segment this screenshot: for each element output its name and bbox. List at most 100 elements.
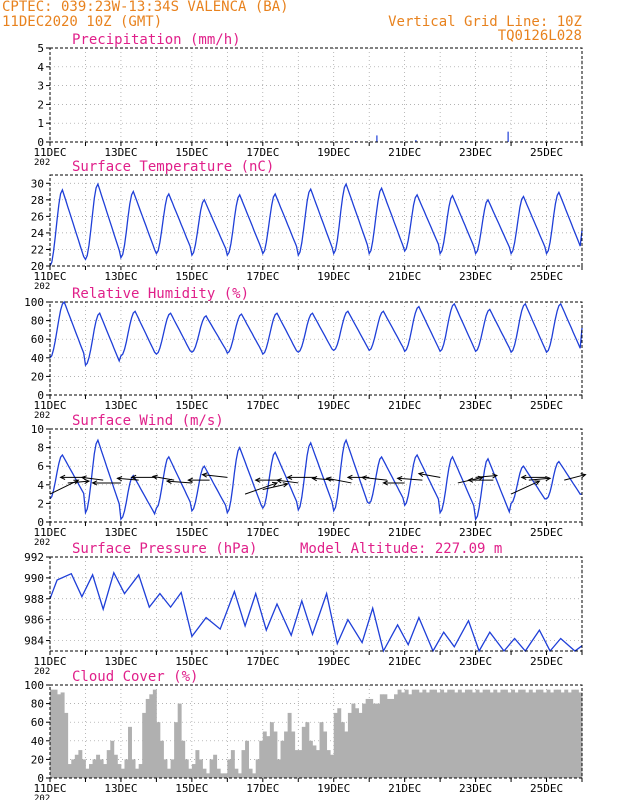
model-id: TQ0126L028 (497, 28, 582, 44)
cloud-bar (330, 754, 335, 778)
wind-arrow-head (201, 472, 208, 478)
wind-arrow-head (187, 477, 194, 483)
cloud-bar (532, 692, 537, 778)
cloud-bar (482, 689, 487, 778)
cloud-bar (184, 759, 189, 778)
wind-title: Surface Wind (m/s) (72, 413, 224, 429)
cloud-bar (142, 712, 147, 778)
humidity-xtick-label: 13DEC (104, 399, 137, 412)
cloud-bar (493, 689, 498, 778)
wind-arrow-head (520, 474, 527, 480)
cloud-bar (92, 759, 97, 778)
cloud-bar (397, 689, 402, 778)
cloud-xtick-label: 17DEC (246, 782, 279, 795)
cloud-bar (468, 689, 473, 778)
cloud-bar (53, 689, 58, 778)
wind-xtick-label: 21DEC (388, 526, 421, 539)
wind-arrow-head (325, 476, 332, 482)
wind-arrow-head (545, 476, 552, 482)
cloud-bar (436, 692, 441, 778)
cloud-xtick-label: 19DEC (317, 782, 350, 795)
cloud-bar (57, 694, 62, 778)
humidity-ytick-label: 100 (24, 296, 44, 309)
cloud-bar (379, 694, 384, 778)
precipitation-ytick-label: 1 (37, 117, 44, 130)
temperature-xtick-label: 21DEC (388, 270, 421, 283)
vertical-grid-note: Vertical Grid Line: 10Z (388, 14, 582, 30)
wind-arrow (510, 480, 540, 495)
wind-arrow (312, 477, 334, 481)
cloud-bar (560, 692, 565, 778)
cloud-bar (99, 759, 104, 778)
precipitation-frame (49, 47, 583, 143)
cloud-bar (113, 754, 118, 778)
cloud-bar (198, 759, 203, 778)
cloud-bar (337, 708, 342, 778)
humidity-xtick-label: 17DEC (246, 399, 279, 412)
cloud-bar (489, 692, 494, 778)
temperature-xtick-label: 23DEC (459, 270, 492, 283)
wind-xtick-label: 13DEC (104, 526, 137, 539)
cloud-bar (464, 689, 469, 778)
cloud-bar (450, 689, 455, 778)
wind-arrow-head (91, 480, 98, 486)
humidity-ytick-label: 80 (31, 315, 44, 328)
humidity-ytick-label: 60 (31, 333, 44, 346)
precipitation-year-label: 202 (34, 158, 50, 168)
cloud-bar (237, 773, 242, 778)
cloud-bar (50, 689, 54, 778)
cloud-bar (486, 689, 491, 778)
cloud-bar (454, 692, 459, 778)
cloud-bar (511, 689, 516, 778)
station-header: CPTEC: 039:23W-13:34S VALENCA (BA) (2, 0, 289, 15)
cloud-bar (152, 689, 157, 778)
cloud-bar (131, 759, 136, 778)
cloud-bar (347, 712, 352, 778)
cloud-bar (394, 694, 398, 778)
cloud-bar (433, 689, 437, 778)
wind-ytick-label: 10 (31, 423, 44, 436)
humidity-ytick-label: 40 (31, 352, 44, 365)
humidity-xtick-label: 23DEC (459, 399, 492, 412)
cloud-bar (340, 722, 345, 778)
cloud-bar (294, 750, 299, 778)
cloud-bar (475, 689, 480, 778)
wind-arrow (202, 474, 228, 478)
cloud-bar (96, 754, 101, 778)
cloud-bar (415, 689, 420, 778)
cloud-bar (85, 768, 90, 778)
temperature-xtick-label: 11DEC (33, 270, 66, 283)
cloud-bar (291, 731, 296, 778)
cloud-bar (440, 689, 445, 778)
temperature-ytick-label: 30 (31, 177, 44, 190)
cloud-bar (500, 689, 505, 778)
humidity-xtick-label: 25DEC (530, 399, 563, 412)
cloud-bar (553, 689, 558, 778)
cloud-bar (230, 750, 235, 778)
cloud-bar (223, 773, 228, 778)
cloud-bar (418, 692, 423, 778)
cloud-bar (156, 722, 161, 778)
cloud-bar (213, 754, 218, 778)
cloud-bar (383, 694, 388, 778)
precipitation-xtick-label: 23DEC (459, 146, 492, 159)
cloud-bar (411, 689, 416, 778)
cloud-bar (316, 750, 320, 778)
humidity-frame (49, 301, 583, 396)
cloud-bar (287, 712, 292, 778)
wind-arrow-head (382, 480, 389, 486)
wind-series-line (49, 438, 583, 522)
cloud-bar (284, 731, 289, 778)
humidity-xtick-label: 19DEC (317, 399, 350, 412)
wind-arrow (276, 479, 299, 484)
cloud-bar (252, 773, 257, 778)
cloud-bar (323, 731, 328, 778)
cloud-bar (535, 689, 540, 778)
cloud-bar (369, 698, 374, 778)
cloud-bar (269, 722, 274, 778)
cloud-bar (159, 740, 164, 778)
cloud-bar (312, 745, 317, 778)
cloud-bar (128, 726, 132, 778)
pressure-xtick-label: 17DEC (246, 655, 279, 668)
cloud-bar (571, 689, 576, 778)
